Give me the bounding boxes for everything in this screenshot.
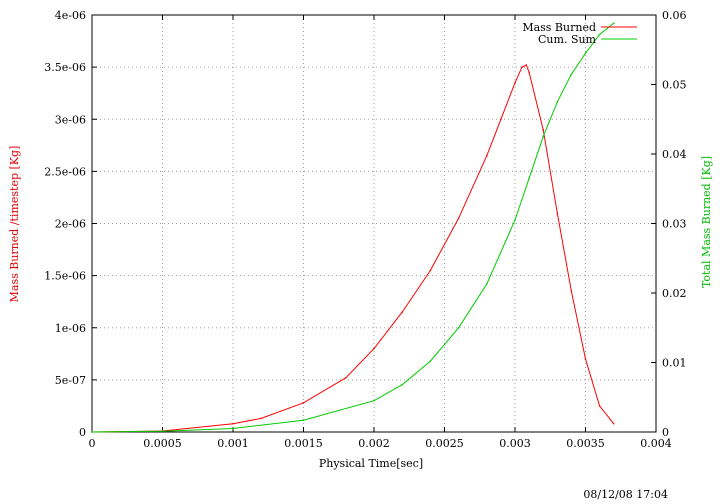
- y2-tick-label: 0.01: [662, 357, 687, 370]
- series-1-point: [302, 402, 305, 404]
- y2-tick-label: 0.03: [662, 218, 687, 231]
- series-2-point: [598, 33, 601, 36]
- series-1-point: [457, 217, 460, 220]
- series-1-point: [260, 417, 263, 420]
- y-tick-label: 1e-06: [55, 322, 86, 335]
- y2-tick-label: 0.06: [662, 9, 687, 22]
- x-tick-label: 0.0025: [425, 437, 464, 450]
- series-2-point: [232, 427, 234, 430]
- x-tick-label: 0.003: [499, 437, 531, 450]
- series-2-point: [161, 430, 164, 433]
- series-2-point: [401, 383, 404, 386]
- y-tick-label: 0: [79, 426, 86, 439]
- series-line-1: [91, 64, 615, 433]
- y-tick-label: 1.5e-06: [44, 270, 86, 283]
- y2-tick-label: 0.02: [662, 287, 687, 300]
- x-tick-label: 0.0035: [566, 437, 605, 450]
- series-2-point: [570, 73, 573, 75]
- series-2-point: [556, 101, 559, 103]
- series-1-point: [542, 128, 544, 131]
- series-2-point: [429, 360, 432, 362]
- series-1-point: [521, 66, 523, 68]
- series-1-point: [514, 82, 516, 84]
- series-2-point: [584, 52, 587, 54]
- x-tick-label: 0.0005: [143, 437, 182, 450]
- series-1-point: [612, 422, 615, 425]
- series-1-point: [429, 269, 432, 272]
- legend-label: Mass Burned: [522, 21, 596, 34]
- series-1-point: [232, 422, 234, 425]
- x-tick-label: 0.0015: [284, 437, 323, 450]
- y2-axis-label: Total Mass Burned [Kg]: [700, 156, 713, 288]
- timestamp: 08/12/08 17:04: [583, 488, 668, 501]
- y-tick-label: 5e-07: [55, 374, 86, 387]
- series-1-point: [486, 154, 488, 157]
- series-1-point: [570, 290, 573, 293]
- series-1-point: [584, 358, 587, 360]
- grid: [92, 15, 656, 432]
- y-tick-label: 4e-06: [55, 9, 86, 22]
- y-tick-label: 2.5e-06: [44, 165, 86, 178]
- series-1-point: [528, 71, 530, 74]
- series-2-point: [302, 419, 305, 422]
- x-tick-label: 0.004: [640, 437, 672, 450]
- y-tick-label: 3e-06: [55, 113, 86, 126]
- series-1-point: [373, 347, 375, 350]
- series-2-point: [486, 283, 488, 285]
- series-1-point: [401, 311, 404, 313]
- x-tick-label: 0.002: [358, 437, 390, 450]
- series-2-point: [528, 177, 530, 180]
- series-1-point: [500, 118, 502, 121]
- series-2-point: [457, 327, 460, 329]
- ticks: 0 0.0005 0.001 0.0015 0.002 0.0025 0.003 0.0035…: [44, 9, 686, 450]
- y-axis-label: Mass Burned /timestep [Kg]: [8, 146, 21, 303]
- y-tick-label: 2e-06: [55, 218, 86, 231]
- y2-tick-label: 0.04: [662, 148, 687, 161]
- series-1-point: [525, 64, 528, 66]
- series-1-point: [345, 377, 347, 379]
- legend-label: Cum. Sum: [538, 33, 597, 46]
- x-axis-label: Physical Time[sec]: [319, 457, 423, 470]
- series-1-point: [556, 212, 559, 214]
- series: [91, 22, 615, 433]
- series-2-point: [542, 135, 544, 138]
- x-tick-label: 0: [89, 437, 96, 450]
- x-tick-label: 0.001: [217, 437, 249, 450]
- y-tick-label: 3.5e-06: [44, 61, 86, 74]
- series-2-point: [514, 219, 516, 221]
- y2-tick-label: 0: [662, 426, 669, 439]
- series-2-point: [373, 399, 375, 402]
- series-2-point: [612, 22, 615, 25]
- series-2-point: [91, 431, 93, 433]
- series-1-point: [598, 405, 601, 407]
- y2-tick-label: 0.05: [662, 79, 687, 92]
